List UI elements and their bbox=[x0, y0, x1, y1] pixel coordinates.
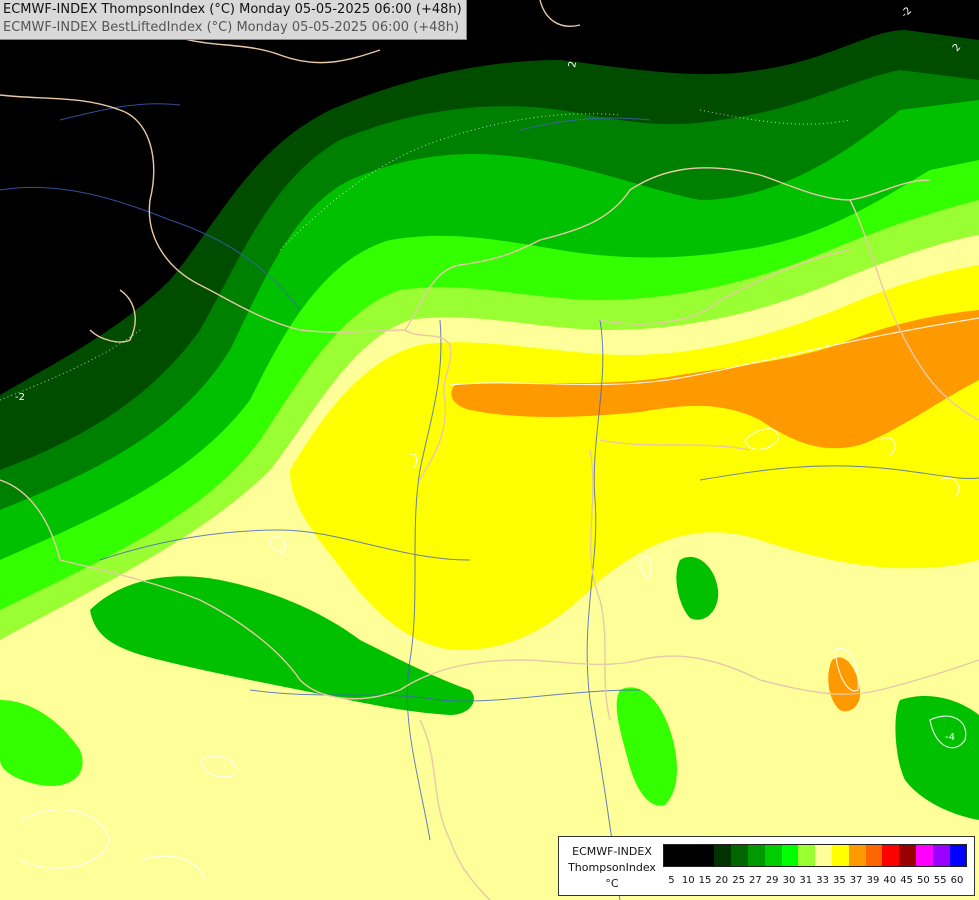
legend-swatch bbox=[882, 845, 900, 866]
legend-swatch bbox=[848, 845, 866, 866]
southeast-green-region bbox=[676, 556, 719, 620]
map-title-primary: ECMWF-INDEX ThompsonIndex (°C) Monday 05… bbox=[3, 2, 462, 17]
southern-green-region bbox=[90, 576, 474, 715]
legend-tick-label: 29 bbox=[765, 875, 779, 886]
legend-swatch bbox=[831, 845, 849, 866]
contour-label: 2 bbox=[951, 42, 964, 54]
river-lines bbox=[0, 103, 979, 900]
legend-swatch bbox=[747, 845, 765, 866]
legend-tick-label: 60 bbox=[950, 875, 964, 886]
legend-swatch bbox=[781, 845, 799, 866]
legend-tick-label: 39 bbox=[866, 875, 880, 886]
legend-tick-label: 27 bbox=[749, 875, 762, 886]
legend-swatch bbox=[915, 845, 933, 866]
legend-swatch bbox=[949, 845, 967, 866]
legend-swatch bbox=[697, 845, 715, 866]
orange-region bbox=[828, 657, 861, 712]
contour-label: -4 bbox=[945, 732, 955, 743]
legend-swatch bbox=[899, 845, 916, 866]
legend-swatch bbox=[815, 845, 832, 866]
contour-label: -2 bbox=[15, 392, 25, 403]
legend-tick-label: 40 bbox=[883, 875, 897, 886]
legend-swatch bbox=[764, 845, 782, 866]
legend-tick-label: 20 bbox=[715, 875, 729, 886]
contour-label: 2 bbox=[567, 60, 579, 68]
map-title-box: ECMWF-INDEX ThompsonIndex (°C) Monday 05… bbox=[0, 0, 467, 40]
legend-tick-label: 33 bbox=[816, 875, 829, 886]
legend-swatch bbox=[798, 845, 816, 866]
legend-tick-label: 31 bbox=[799, 875, 813, 886]
legend-swatch bbox=[680, 845, 698, 866]
legend-swatch bbox=[865, 845, 883, 866]
legend-swatch bbox=[664, 845, 681, 866]
contour-lines bbox=[19, 317, 979, 881]
legend-tick-label: 50 bbox=[916, 875, 930, 886]
southeast-green-region bbox=[616, 687, 677, 806]
legend-title: ECMWF-INDEX bbox=[572, 845, 652, 858]
legend-subtitle: ThompsonIndex bbox=[568, 861, 656, 874]
legend-swatch bbox=[932, 845, 950, 866]
map-title-secondary: ECMWF-INDEX BestLiftedIndex (°C) Monday … bbox=[3, 20, 460, 35]
legend-tick-label: 10 bbox=[681, 875, 695, 886]
legend-swatches bbox=[663, 844, 968, 867]
legend-tick-label: 5 bbox=[668, 875, 675, 886]
legend-tick-label: 25 bbox=[732, 875, 745, 886]
legend-swatch bbox=[731, 845, 748, 866]
color-legend: ECMWF-INDEX ThompsonIndex °C 5 10 15 20 25 27… bbox=[558, 836, 975, 896]
southwest-green-region bbox=[0, 700, 83, 786]
orange-region bbox=[451, 310, 979, 449]
legend-tick-label: 45 bbox=[900, 875, 913, 886]
legend-tick-label: 55 bbox=[933, 875, 947, 886]
legend-unit: °C bbox=[605, 877, 619, 890]
southeast-green-region bbox=[895, 695, 979, 820]
legend-tick-label: 37 bbox=[849, 875, 863, 886]
dotted-contours bbox=[0, 109, 851, 401]
legend-tick-label: 35 bbox=[833, 875, 846, 886]
legend-tick-label: 15 bbox=[698, 875, 712, 886]
legend-ticks: 5 10 15 20 25 27 29 30 31 33 35 37 39 40 45 50 55 60 bbox=[663, 875, 966, 886]
legend-tick-label: 30 bbox=[782, 875, 796, 886]
legend-swatch bbox=[714, 845, 732, 866]
